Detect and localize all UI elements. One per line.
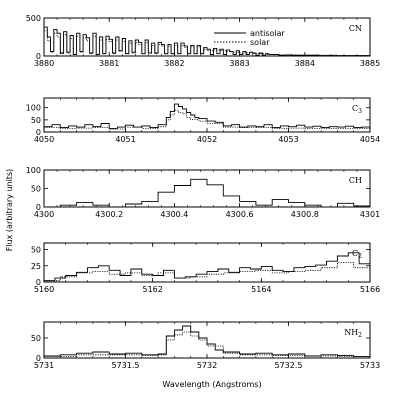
x-tick-label: 5732	[197, 361, 217, 370]
y-tick-label: 25	[31, 262, 41, 271]
x-tick-label: 4053	[278, 135, 298, 144]
y-tick-label: 0	[36, 203, 41, 212]
series-solar	[44, 30, 370, 56]
x-tick-label: 5732.5	[275, 361, 303, 370]
series-antisolar	[44, 252, 371, 282]
series-solar	[44, 109, 371, 130]
y-tick-label: 0	[36, 52, 41, 61]
panel-nh2: 5731 5731.5 5732 5732.5 5733 0 50 NH2	[31, 321, 380, 370]
y-tick-label: 0	[36, 354, 41, 363]
panel-label: CH	[349, 176, 362, 185]
x-tick-label: 3883	[229, 59, 249, 68]
panel-label: C2	[352, 249, 362, 260]
panel-ch: 4300 4300.2 4300.4 4300.6 4300.8 4301 0 50 100 CH	[26, 166, 380, 219]
legend-label-solar: solar	[250, 38, 270, 47]
x-axis-title: Wavelength (Angstroms)	[162, 380, 261, 389]
y-tick-label: 50	[31, 246, 41, 255]
x-tick-label: 4300.6	[226, 210, 254, 219]
x-tick-label: 5731	[34, 361, 54, 370]
x-tick-label: 5166	[360, 285, 380, 294]
plot-frame	[43, 169, 371, 208]
x-tick-label: 3884	[295, 59, 315, 68]
legend: antisolar solar	[214, 29, 286, 47]
panel-label: NH2	[344, 328, 362, 339]
x-tick-label: 4300	[34, 210, 54, 219]
x-tick-label: 4301	[360, 210, 380, 219]
legend-label-antisolar: antisolar	[250, 29, 286, 38]
series-solar	[44, 262, 371, 282]
y-tick-label: 50	[31, 334, 41, 343]
y-tick-label: 0	[36, 278, 41, 287]
series-antisolar	[44, 178, 371, 208]
panel-label: CN	[349, 24, 362, 33]
y-axis-title: Flux (arbitrary units)	[5, 169, 14, 251]
x-tick-label: 4300.2	[95, 210, 123, 219]
series-antisolar	[44, 325, 371, 357]
y-tick-label: 50	[31, 185, 41, 194]
x-tick-label: 5164	[251, 285, 271, 294]
x-tick-label: 5162	[142, 285, 162, 294]
x-tick-label: 4300.4	[160, 210, 188, 219]
panel-c3: 4050 4051 4052 4053 4054 0 50 100 C3	[26, 97, 380, 144]
x-tick-label: 4300.8	[291, 210, 319, 219]
x-tick-label: 3882	[164, 59, 184, 68]
x-tick-label: 3880	[34, 59, 54, 68]
y-tick-label: 500	[26, 14, 41, 23]
x-tick-label: 5731.5	[112, 361, 140, 370]
panel-label: C3	[352, 104, 362, 115]
y-tick-label: 50	[31, 116, 41, 125]
x-tick-label: 5733	[360, 361, 380, 370]
plot-frame	[43, 17, 371, 57]
panel-cn: 3880 3881 3882 3883 3884 3885 0 500 CN	[26, 14, 380, 68]
plot-frame	[43, 242, 371, 283]
x-tick-label: 5160	[34, 285, 54, 294]
panel-c2: 5160 5162 5164 5166 0 25 50 C2	[31, 242, 380, 294]
y-tick-label: 100	[26, 166, 41, 175]
x-tick-label: 4050	[34, 135, 54, 144]
y-tick-label: 100	[26, 104, 41, 113]
x-tick-label: 4052	[197, 135, 217, 144]
x-tick-label: 3885	[360, 59, 380, 68]
x-tick-label: 4054	[360, 135, 380, 144]
x-tick-label: 4051	[115, 135, 135, 144]
y-tick-label: 0	[36, 128, 41, 137]
series-antisolar	[44, 103, 371, 129]
x-tick-label: 3881	[99, 59, 119, 68]
